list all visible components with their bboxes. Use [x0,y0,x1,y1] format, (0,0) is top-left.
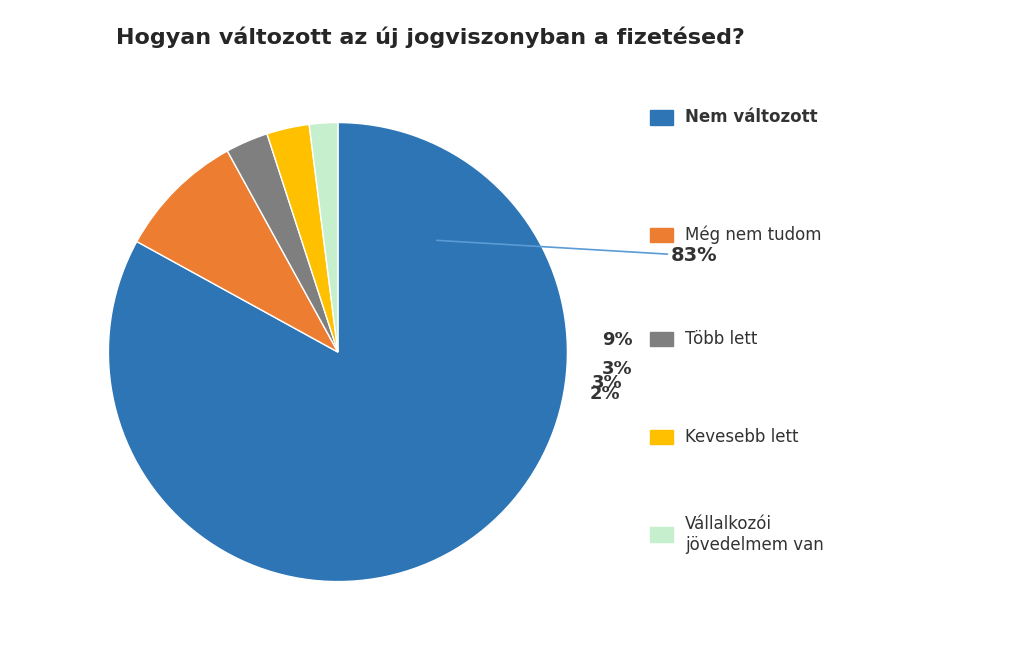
Wedge shape [309,123,338,352]
Text: Hogyan változott az új jogviszonyban a fizetésed?: Hogyan változott az új jogviszonyban a f… [116,26,744,48]
Text: 3%: 3% [592,374,623,392]
Text: Vállalkozói
jövedelmem van: Vállalkozói jövedelmem van [685,515,823,554]
Text: Még nem tudom: Még nem tudom [685,226,821,244]
Text: 9%: 9% [602,331,633,349]
Text: Nem változott: Nem változott [685,108,818,126]
Wedge shape [267,125,338,352]
Wedge shape [227,134,338,352]
Wedge shape [137,151,338,352]
Text: 2%: 2% [590,385,621,404]
Text: Kevesebb lett: Kevesebb lett [685,428,799,446]
Text: 83%: 83% [437,241,717,265]
Text: 3%: 3% [602,360,633,378]
Text: Több lett: Több lett [685,330,758,348]
Wedge shape [109,123,567,582]
